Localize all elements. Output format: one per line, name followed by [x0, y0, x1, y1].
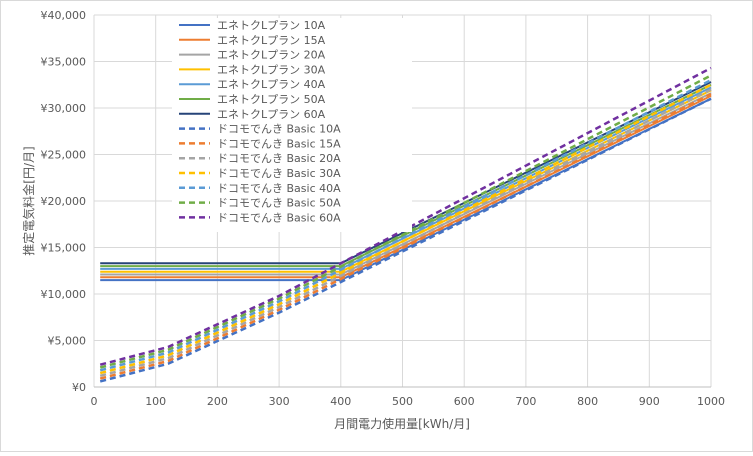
legend-label: エネトクLプラン 15A: [217, 34, 326, 47]
series-line-9: [99, 88, 712, 378]
x-tick-label: 800: [577, 395, 598, 408]
y-tick-label: ¥5,000: [48, 335, 87, 348]
y-tick-label: ¥35,000: [41, 56, 87, 69]
x-axis-label: 月間電力使用量[kWh/月]: [334, 416, 470, 431]
legend-background: [172, 18, 412, 232]
x-tick-label: 0: [91, 395, 98, 408]
legend-label: ドコモでんき Basic 50A: [217, 197, 341, 210]
y-tick-label: ¥0: [72, 381, 86, 394]
legend-label: エネトクLプラン 30A: [217, 63, 326, 76]
x-tick-label: 100: [145, 395, 166, 408]
series-lines: [99, 66, 712, 383]
series-line-13: [99, 66, 712, 366]
legend-label: ドコモでんき Basic 30A: [217, 167, 341, 180]
series-line-8: [99, 92, 712, 380]
series-line-10: [99, 83, 712, 375]
legend-label: エネトクLプラン 20A: [217, 49, 326, 62]
x-tick-label: 500: [392, 395, 413, 408]
x-tick-label: 1000: [697, 395, 725, 408]
x-axis-tick-labels: 0 100 200 300 400 500 600 700 800 900 1000: [91, 395, 726, 408]
x-tick-label: 400: [330, 395, 351, 408]
y-tick-label: ¥30,000: [41, 102, 87, 115]
legend-label: ドコモでんき Basic 40A: [217, 182, 341, 195]
legend-label: ドコモでんき Basic 60A: [217, 211, 341, 224]
x-tick-label: 700: [515, 395, 536, 408]
x-tick-label: 900: [639, 395, 660, 408]
series-line-2: [100, 92, 712, 276]
legend-label: エネトクLプラン 10A: [217, 19, 326, 32]
x-tick-label: 300: [269, 395, 290, 408]
y-axis-tick-labels: ¥0 ¥5,000 ¥10,000 ¥15,000 ¥20,000 ¥25,000 ¥30,…: [41, 9, 87, 394]
legend-label: ドコモでんき Basic 15A: [217, 137, 341, 150]
series-line-12: [99, 74, 712, 369]
y-tick-label: ¥25,000: [41, 149, 87, 162]
legend-label: ドコモでんき Basic 10A: [217, 123, 341, 136]
y-tick-label: ¥15,000: [41, 242, 87, 255]
series-line-7: [99, 97, 712, 383]
legend-label: ドコモでんき Basic 20A: [217, 152, 341, 165]
legend-label: エネトクLプラン 40A: [217, 78, 326, 91]
series-line-11: [99, 78, 712, 372]
legend-label: エネトクLプラン 50A: [217, 93, 326, 106]
y-tick-label: ¥40,000: [41, 9, 87, 22]
y-tick-label: ¥20,000: [41, 195, 87, 208]
x-tick-label: 600: [454, 395, 475, 408]
x-tick-label: 200: [207, 395, 228, 408]
y-tick-label: ¥10,000: [41, 288, 87, 301]
legend-label: エネトクLプラン 60A: [217, 108, 326, 121]
y-axis-label: 推定電気料金[円/月]: [21, 146, 36, 255]
